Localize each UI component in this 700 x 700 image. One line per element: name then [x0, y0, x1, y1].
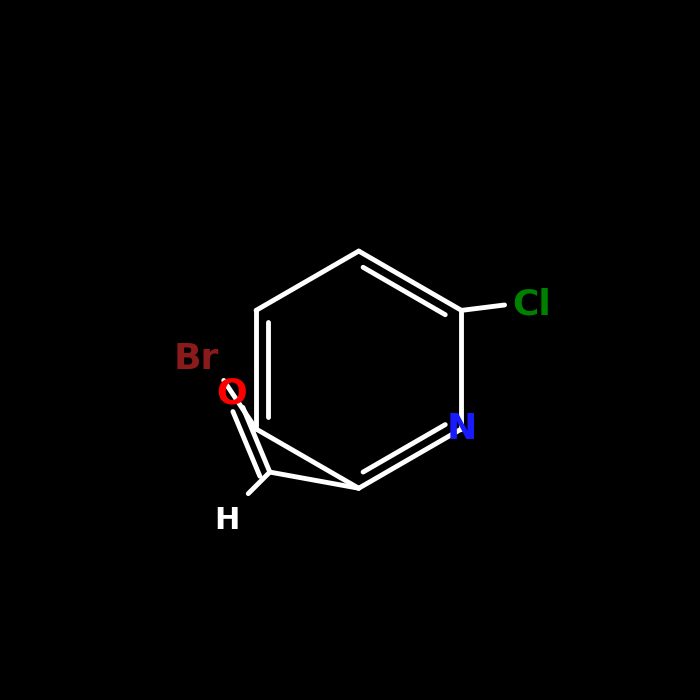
Text: O: O [217, 377, 248, 411]
Text: H: H [214, 506, 239, 535]
Text: Br: Br [174, 342, 220, 376]
Text: Cl: Cl [512, 288, 551, 322]
Text: N: N [447, 412, 477, 446]
